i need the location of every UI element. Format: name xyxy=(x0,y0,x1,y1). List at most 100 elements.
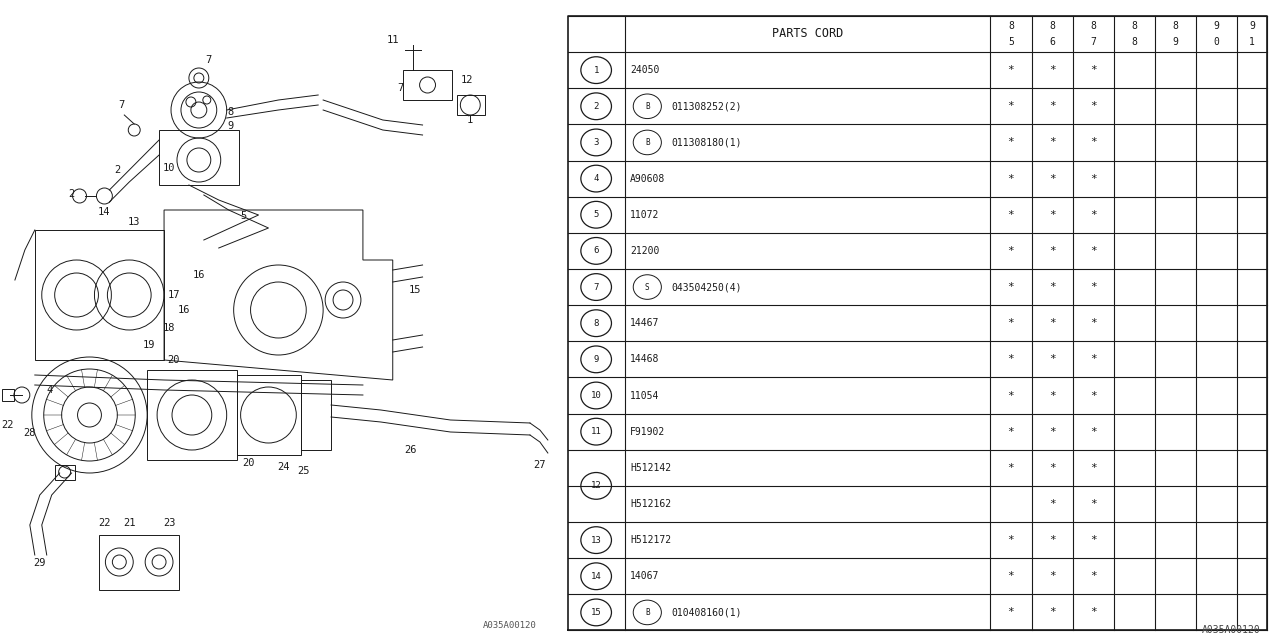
Text: 8: 8 xyxy=(1172,21,1179,31)
Text: 6: 6 xyxy=(1050,37,1055,47)
Text: *: * xyxy=(1089,463,1097,473)
Text: 23: 23 xyxy=(163,518,175,528)
Text: 8: 8 xyxy=(228,107,234,117)
Text: 011308180(1): 011308180(1) xyxy=(672,138,742,147)
Text: *: * xyxy=(1089,499,1097,509)
Text: 10: 10 xyxy=(163,163,175,173)
Text: F91902: F91902 xyxy=(630,427,666,436)
Text: *: * xyxy=(1007,390,1014,401)
Text: 9: 9 xyxy=(1213,21,1220,31)
Text: *: * xyxy=(1007,535,1014,545)
Text: *: * xyxy=(1048,138,1056,147)
Text: 11054: 11054 xyxy=(630,390,659,401)
Text: 13: 13 xyxy=(128,217,141,227)
Text: S: S xyxy=(645,282,650,292)
Text: *: * xyxy=(1089,427,1097,436)
Text: 8: 8 xyxy=(1132,21,1137,31)
Text: 16: 16 xyxy=(178,305,191,315)
Text: 13: 13 xyxy=(591,536,602,545)
Text: 18: 18 xyxy=(163,323,175,333)
Text: 5: 5 xyxy=(241,211,247,221)
Text: 2: 2 xyxy=(114,165,120,175)
Bar xyxy=(301,380,332,450)
Text: 27: 27 xyxy=(534,460,547,470)
Text: 14: 14 xyxy=(591,572,602,580)
Text: *: * xyxy=(1007,210,1014,220)
Text: 7: 7 xyxy=(1091,37,1096,47)
Text: *: * xyxy=(1048,607,1056,618)
Text: 15: 15 xyxy=(408,285,421,295)
Text: *: * xyxy=(1007,607,1014,618)
Text: 9: 9 xyxy=(1249,21,1256,31)
Bar xyxy=(237,375,301,455)
Text: 11: 11 xyxy=(591,427,602,436)
Text: *: * xyxy=(1048,173,1056,184)
Text: *: * xyxy=(1007,572,1014,581)
Text: 043504250(4): 043504250(4) xyxy=(672,282,742,292)
Text: *: * xyxy=(1007,246,1014,256)
Text: 7: 7 xyxy=(398,83,403,93)
Text: *: * xyxy=(1007,355,1014,364)
Text: 26: 26 xyxy=(404,445,417,455)
Text: *: * xyxy=(1048,318,1056,328)
Text: 3: 3 xyxy=(594,138,599,147)
Text: 25: 25 xyxy=(297,466,310,476)
Text: *: * xyxy=(1089,173,1097,184)
Text: *: * xyxy=(1007,138,1014,147)
Text: PARTS CORD: PARTS CORD xyxy=(772,28,844,40)
Text: 010408160(1): 010408160(1) xyxy=(672,607,742,618)
Text: 8: 8 xyxy=(1132,37,1137,47)
Text: 20: 20 xyxy=(242,458,255,468)
Text: 14468: 14468 xyxy=(630,355,659,364)
Text: 011308252(2): 011308252(2) xyxy=(672,101,742,111)
Text: 7: 7 xyxy=(594,282,599,292)
Text: 1: 1 xyxy=(594,66,599,75)
Text: 16: 16 xyxy=(192,270,205,280)
Text: *: * xyxy=(1089,607,1097,618)
Text: 11072: 11072 xyxy=(630,210,659,220)
Text: 24: 24 xyxy=(278,462,289,472)
Text: 8: 8 xyxy=(594,319,599,328)
Text: 7: 7 xyxy=(206,55,212,65)
Text: 9: 9 xyxy=(1172,37,1179,47)
Text: B: B xyxy=(645,608,650,617)
Text: *: * xyxy=(1048,499,1056,509)
Text: *: * xyxy=(1007,101,1014,111)
Bar xyxy=(3,389,14,401)
Text: *: * xyxy=(1048,390,1056,401)
Text: 12: 12 xyxy=(591,481,602,490)
Text: *: * xyxy=(1048,210,1056,220)
Text: *: * xyxy=(1089,282,1097,292)
Text: 2: 2 xyxy=(68,189,74,199)
Text: *: * xyxy=(1048,246,1056,256)
Text: 5: 5 xyxy=(1009,37,1014,47)
Text: H512172: H512172 xyxy=(630,535,672,545)
Text: 8: 8 xyxy=(1009,21,1014,31)
Text: 0: 0 xyxy=(1213,37,1220,47)
Text: A035A00120: A035A00120 xyxy=(483,621,536,630)
Text: A90608: A90608 xyxy=(630,173,666,184)
Bar xyxy=(457,95,485,115)
Text: *: * xyxy=(1007,427,1014,436)
Text: *: * xyxy=(1048,535,1056,545)
Text: 7: 7 xyxy=(118,100,124,110)
Text: 11: 11 xyxy=(387,35,399,45)
Text: *: * xyxy=(1089,210,1097,220)
Text: *: * xyxy=(1048,101,1056,111)
Text: *: * xyxy=(1089,246,1097,256)
Text: *: * xyxy=(1089,535,1097,545)
Text: 9: 9 xyxy=(228,121,234,131)
Text: *: * xyxy=(1089,318,1097,328)
Text: *: * xyxy=(1048,355,1056,364)
Text: *: * xyxy=(1089,65,1097,75)
Text: 8: 8 xyxy=(1091,21,1096,31)
Text: 20: 20 xyxy=(168,355,180,365)
Text: 1: 1 xyxy=(467,115,474,125)
Text: 1: 1 xyxy=(1249,37,1256,47)
Bar xyxy=(403,70,452,100)
Text: *: * xyxy=(1007,65,1014,75)
Bar xyxy=(100,535,179,590)
Text: 28: 28 xyxy=(23,428,36,438)
Text: 4: 4 xyxy=(594,174,599,183)
Text: *: * xyxy=(1089,572,1097,581)
